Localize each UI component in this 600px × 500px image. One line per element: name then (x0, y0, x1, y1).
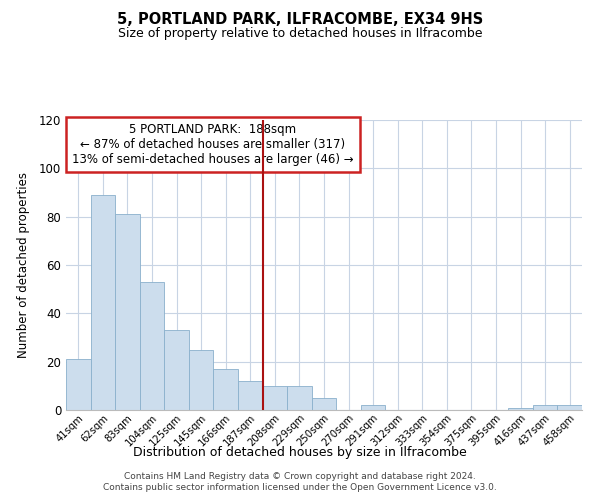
Bar (508, 408, 533, 410)
Bar (557, 405, 582, 410)
Text: Size of property relative to detached houses in Ilfracombe: Size of property relative to detached ho… (118, 28, 482, 40)
Bar (189, 350, 214, 410)
Bar (238, 381, 263, 410)
Bar (533, 405, 557, 410)
Bar (263, 386, 287, 410)
Bar (91, 195, 115, 410)
Text: Contains public sector information licensed under the Open Government Licence v3: Contains public sector information licen… (103, 484, 497, 492)
Bar (164, 330, 189, 410)
Bar (287, 386, 312, 410)
Bar (66, 359, 91, 410)
Bar (214, 369, 238, 410)
Text: 5, PORTLAND PARK, ILFRACOMBE, EX34 9HS: 5, PORTLAND PARK, ILFRACOMBE, EX34 9HS (117, 12, 483, 28)
Bar (140, 282, 164, 410)
Text: Contains HM Land Registry data © Crown copyright and database right 2024.: Contains HM Land Registry data © Crown c… (124, 472, 476, 481)
Bar (361, 405, 385, 410)
Bar (312, 398, 336, 410)
Y-axis label: Number of detached properties: Number of detached properties (17, 172, 31, 358)
Bar (115, 214, 140, 410)
Text: 5 PORTLAND PARK:  188sqm
← 87% of detached houses are smaller (317)
13% of semi-: 5 PORTLAND PARK: 188sqm ← 87% of detache… (72, 123, 354, 166)
Text: Distribution of detached houses by size in Ilfracombe: Distribution of detached houses by size … (133, 446, 467, 459)
